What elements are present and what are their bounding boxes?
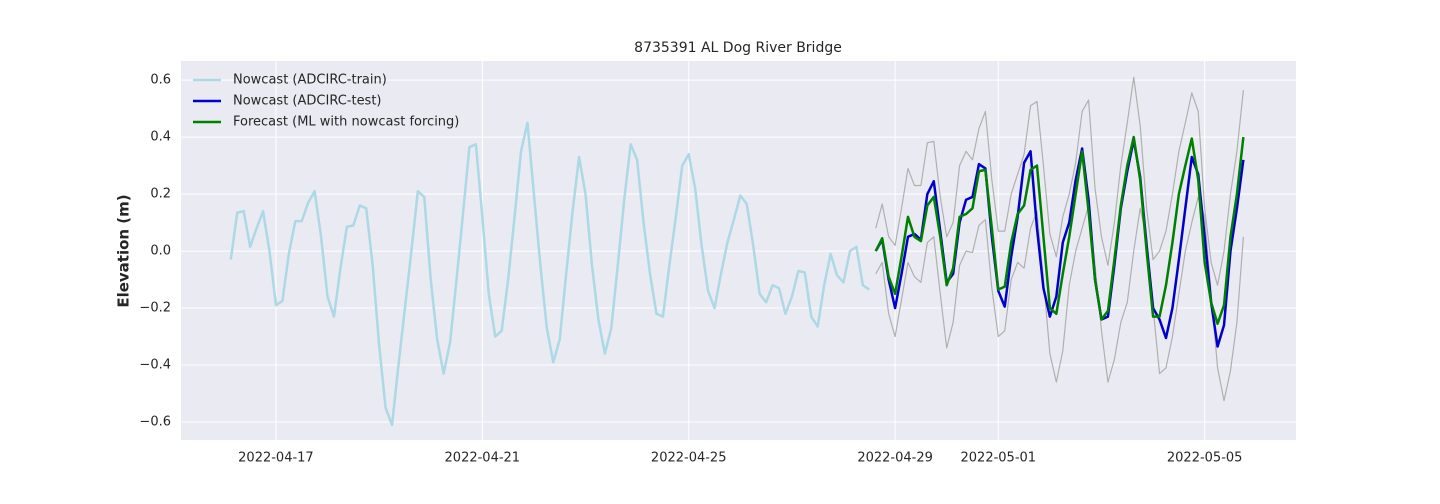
series-line <box>874 135 1245 325</box>
series-line <box>874 138 1245 348</box>
x-tick-label: 2022-04-29 <box>857 451 933 466</box>
y-tick-label: −0.2 <box>139 301 171 316</box>
legend: Nowcast (ADCIRC-train) Nowcast (ADCIRC-te… <box>193 73 459 130</box>
series-line <box>875 196 1244 402</box>
y-tick-label: 0.0 <box>150 244 171 259</box>
x-tick-label: 2022-04-21 <box>445 451 521 466</box>
x-tick-label: 2022-04-17 <box>238 451 314 466</box>
legend-label: Nowcast (ADCIRC-test) <box>233 94 382 109</box>
series-line <box>229 121 870 427</box>
y-tick-label: −0.4 <box>139 358 171 373</box>
y-tick-label: 0.2 <box>150 187 171 202</box>
x-tick-label: 2022-05-05 <box>1167 451 1243 466</box>
x-tick-label: 2022-05-01 <box>961 451 1037 466</box>
legend-label: Forecast (ML with nowcast forcing) <box>233 115 459 130</box>
y-tick-label: 0.6 <box>150 73 171 88</box>
series-line <box>875 76 1244 286</box>
chart-title: 8735391 AL Dog River Bridge <box>634 40 842 56</box>
y-tick-label: 0.4 <box>150 130 171 145</box>
grid <box>181 61 1296 440</box>
legend-label: Nowcast (ADCIRC-train) <box>233 73 387 88</box>
lines <box>229 76 1245 427</box>
x-tick-label: 2022-04-25 <box>651 451 727 466</box>
y-axis-label: Elevation (m) <box>115 194 133 307</box>
y-tick-label: −0.6 <box>139 415 171 430</box>
